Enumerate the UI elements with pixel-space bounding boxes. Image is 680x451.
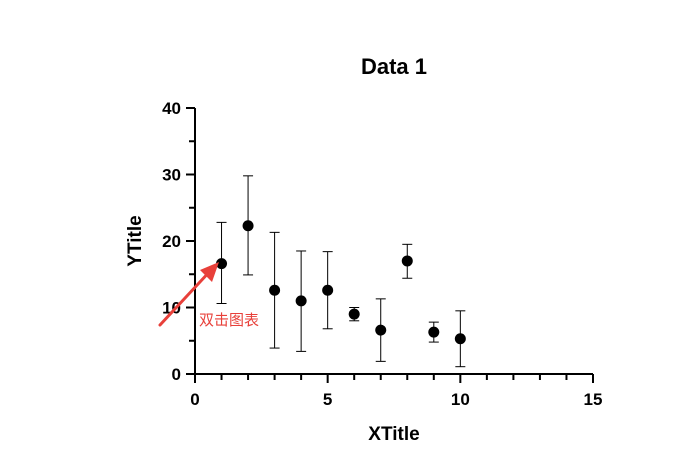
hint-text: 双击图表: [199, 312, 259, 329]
data-point: [454, 333, 466, 345]
y-tick-label: 40: [162, 99, 181, 118]
x-tick-label: 0: [190, 390, 199, 409]
x-tick-label: 15: [584, 390, 603, 409]
x-axis-ticks: 0 5 10 15: [190, 374, 602, 409]
hint-arrowhead: [200, 262, 219, 282]
y-axis-ticks: 0 10 20 30 40: [162, 99, 195, 384]
data-points: [216, 220, 466, 345]
axes: [194, 108, 593, 375]
x-tick-label: 10: [451, 390, 470, 409]
y-axis-label: YTitle: [125, 215, 146, 266]
data-point: [428, 326, 440, 338]
data-point: [401, 255, 413, 267]
chart-title: Data 1: [361, 54, 427, 79]
y-tick-label: 30: [162, 166, 181, 185]
x-tick-label: 5: [323, 390, 332, 409]
y-tick-label: 0: [172, 365, 181, 384]
data-point: [242, 220, 254, 232]
hint-arrow: [158, 267, 214, 327]
data-point: [375, 324, 387, 336]
data-point: [216, 258, 228, 270]
data-point: [322, 284, 334, 296]
y-tick-label: 20: [162, 232, 181, 251]
x-axis-label: XTitle: [368, 424, 419, 445]
double-click-hint: 双击图表: [158, 262, 259, 329]
data-point: [348, 308, 360, 320]
data-point: [269, 284, 281, 296]
y-tick-label: 10: [162, 299, 181, 318]
data-point: [295, 295, 307, 307]
error-bars: [216, 175, 466, 368]
